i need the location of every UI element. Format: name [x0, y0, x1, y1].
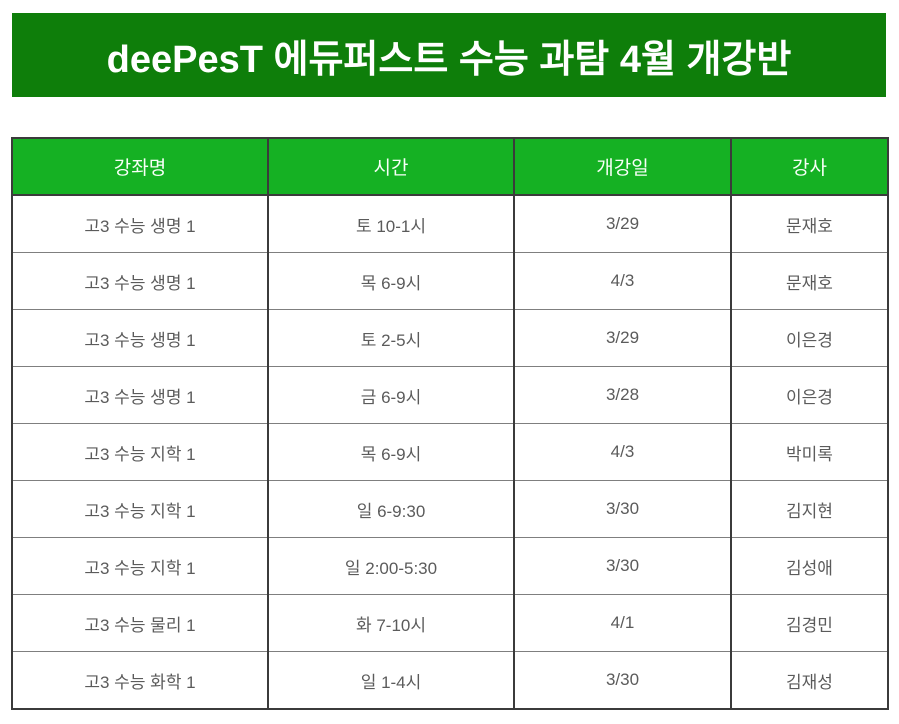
cell-course-name: 고3 수능 물리 1 [11, 594, 269, 652]
cell-instructor: 이은경 [730, 366, 889, 424]
header-instructor: 강사 [730, 138, 889, 196]
cell-start-date: 3/28 [513, 366, 732, 424]
table-header-row: 강좌명 시간 개강일 강사 [11, 138, 889, 196]
cell-course-name: 고3 수능 생명 1 [11, 309, 269, 367]
cell-course-name: 고3 수능 생명 1 [11, 366, 269, 424]
cell-course-name: 고3 수능 지학 1 [11, 480, 269, 538]
cell-course-name: 고3 수능 지학 1 [11, 537, 269, 595]
cell-time: 일 1-4시 [267, 651, 515, 710]
cell-time: 금 6-9시 [267, 366, 515, 424]
cell-start-date: 3/30 [513, 480, 732, 538]
cell-start-date: 4/3 [513, 423, 732, 481]
cell-time: 화 7-10시 [267, 594, 515, 652]
cell-instructor: 문재호 [730, 194, 889, 253]
header-time: 시간 [267, 138, 515, 196]
header-start-date: 개강일 [513, 138, 732, 196]
cell-time: 토 2-5시 [267, 309, 515, 367]
cell-instructor: 김성애 [730, 537, 889, 595]
cell-start-date: 3/29 [513, 194, 732, 253]
cell-time: 일 2:00-5:30 [267, 537, 515, 595]
cell-instructor: 김재성 [730, 651, 889, 710]
cell-start-date: 4/3 [513, 252, 732, 310]
cell-instructor: 문재호 [730, 252, 889, 310]
cell-start-date: 3/30 [513, 537, 732, 595]
page-title: deePesT 에듀퍼스트 수능 과탐 4월 개강반 [106, 38, 792, 81]
cell-start-date: 3/30 [513, 651, 732, 710]
cell-course-name: 고3 수능 지학 1 [11, 423, 269, 481]
cell-instructor: 이은경 [730, 309, 889, 367]
cell-time: 일 6-9:30 [267, 480, 515, 538]
cell-course-name: 고3 수능 생명 1 [11, 194, 269, 253]
cell-start-date: 3/29 [513, 309, 732, 367]
title-banner: deePesT 에듀퍼스트 수능 과탐 4월 개강반 [12, 13, 886, 97]
cell-start-date: 4/1 [513, 594, 732, 652]
cell-time: 목 6-9시 [267, 252, 515, 310]
cell-course-name: 고3 수능 생명 1 [11, 252, 269, 310]
cell-instructor: 박미록 [730, 423, 889, 481]
cell-time: 토 10-1시 [267, 194, 515, 253]
cell-instructor: 김경민 [730, 594, 889, 652]
cell-course-name: 고3 수능 화학 1 [11, 651, 269, 710]
header-course-name: 강좌명 [11, 138, 269, 196]
cell-instructor: 김지현 [730, 480, 889, 538]
cell-time: 목 6-9시 [267, 423, 515, 481]
